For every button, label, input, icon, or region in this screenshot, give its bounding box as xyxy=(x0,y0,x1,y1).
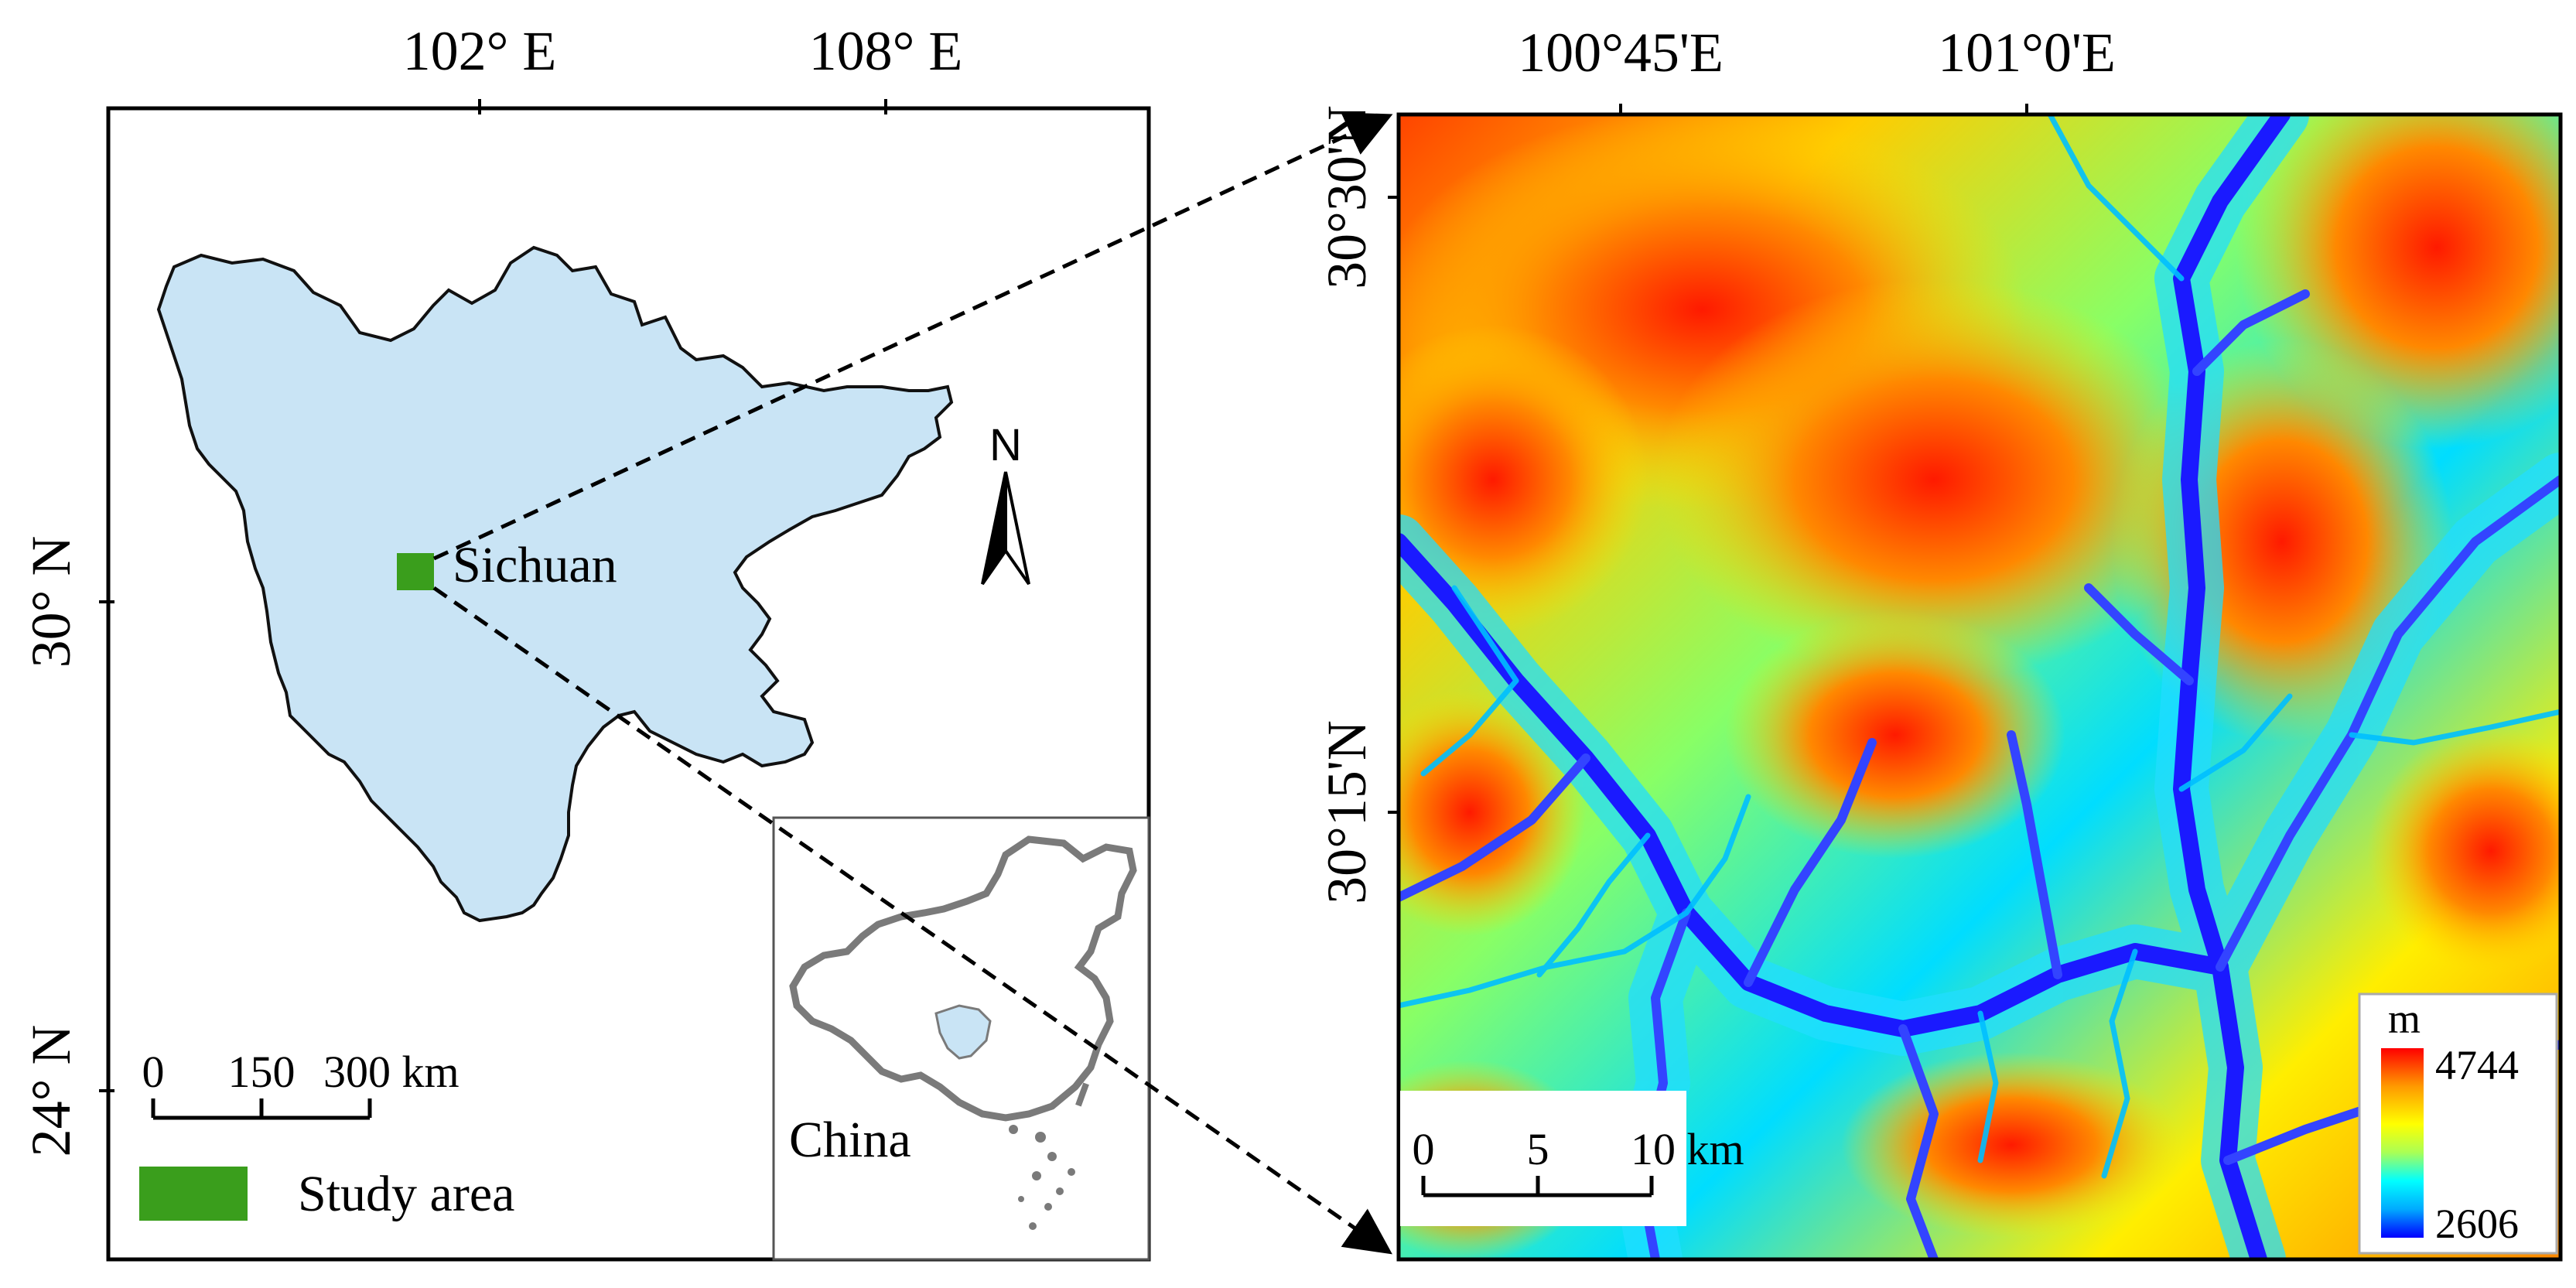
scale-tick-300: 300 km xyxy=(323,1047,460,1097)
dem-lat-label-2: 30°15'N xyxy=(1316,720,1378,904)
dem-map-frame xyxy=(1396,112,2563,1262)
dem-map: 100°45'E 101°0'E 30°30'N 30°15'N 0 5 10 … xyxy=(1316,22,2563,1262)
scale-tick-0: 0 xyxy=(142,1047,165,1097)
elevation-max: 4744 xyxy=(2435,1042,2519,1088)
elevation-unit: m xyxy=(2388,996,2421,1042)
china-outline xyxy=(789,835,1137,1122)
dem-lon-label-2: 101°0'E xyxy=(1938,22,2116,84)
study-area-swatch xyxy=(139,1167,248,1221)
lon-label-108: 108° E xyxy=(809,20,963,82)
dem-lat-label-1: 30°30'N xyxy=(1316,105,1378,289)
locator-scale-bar: 0 150 300 km xyxy=(142,1047,460,1120)
china-inset-sichuan xyxy=(934,1004,992,1060)
lon-label-102: 102° E xyxy=(403,20,557,82)
elevation-legend: m 4744 2606 xyxy=(2358,992,2558,1255)
elevation-color-ramp xyxy=(2381,1048,2424,1238)
dem-lon-label-1: 100°45'E xyxy=(1518,22,1724,84)
sichuan-province xyxy=(156,245,954,923)
province-label: Sichuan xyxy=(453,537,617,593)
study-area-legend-label: Study area xyxy=(298,1166,514,1222)
locator-map: 102° E 108° E 30° N 24° N Sichuan N xyxy=(20,20,1151,1262)
china-inset: China xyxy=(772,816,1150,1261)
dem-scale-tick-10: 10 km xyxy=(1631,1124,1744,1174)
study-area-legend: Study area xyxy=(139,1166,514,1222)
north-arrow-icon: N xyxy=(981,420,1030,586)
dem-scale-tick-0: 0 xyxy=(1413,1124,1435,1174)
china-label: China xyxy=(789,1112,911,1168)
scale-tick-150: 150 xyxy=(228,1047,296,1097)
dem-raster xyxy=(1399,114,2561,1259)
lat-label-24: 24° N xyxy=(20,1025,82,1157)
dem-scale-tick-5: 5 xyxy=(1527,1124,1549,1174)
lat-label-30: 30° N xyxy=(20,536,82,668)
north-arrow-label: N xyxy=(989,420,1022,470)
connector-arrow-top xyxy=(432,112,1393,561)
dem-scale-bar: 0 5 10 km xyxy=(1400,1091,1744,1226)
study-area-marker xyxy=(397,553,434,590)
elevation-min: 2606 xyxy=(2435,1201,2519,1247)
connector-arrow-bottom xyxy=(432,586,1392,1255)
china-islands xyxy=(1009,1082,1089,1230)
